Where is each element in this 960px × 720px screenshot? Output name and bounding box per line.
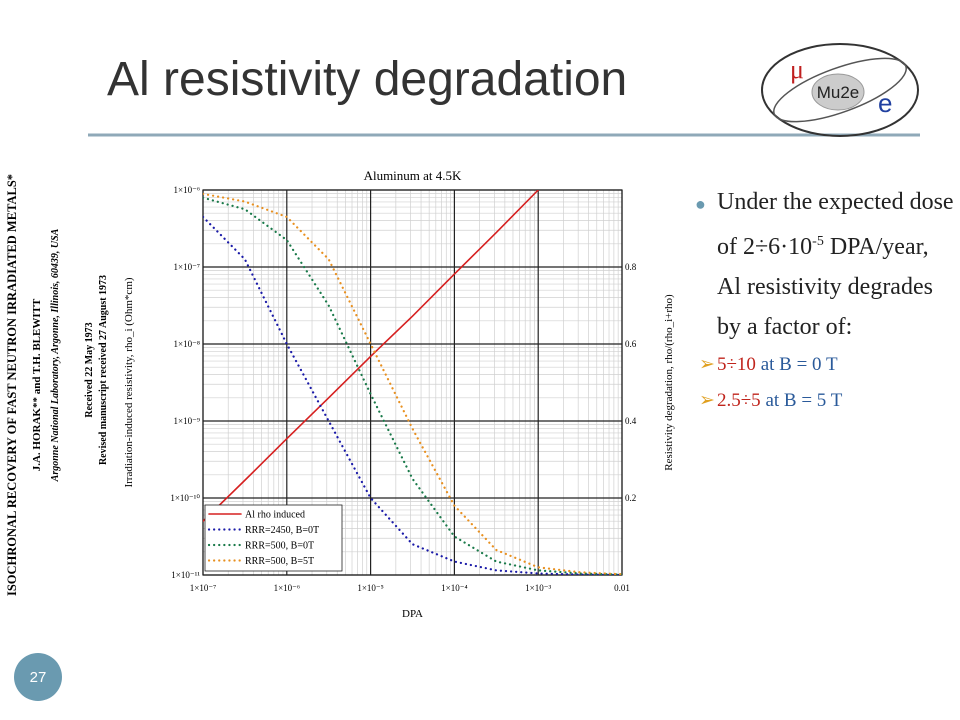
y-tick-label: 1×10⁻⁸ [174,339,200,349]
y-tick-label: 1×10⁻⁷ [174,262,200,272]
axis-label: Resistivity degradation, rho/(rho_i+rho) [663,294,675,471]
x-tick-label: 1×10⁻⁶ [274,583,300,593]
chart: Aluminum at 4.5K DPA Irradiation-induced r… [123,168,675,620]
logo-ring [761,43,919,137]
paper-revised: Revised manuscript received 27 August 19… [98,275,109,465]
series-line [203,215,622,575]
legend-box [204,504,343,572]
paper-affiliation: Argonne National Laboratory, Argonne, Il… [50,228,61,482]
series-line [203,192,622,575]
x-tick-label: 1×10⁻⁴ [441,583,467,593]
axis-label: Irradiation-induced resistivity, rho_i (… [123,277,135,487]
logo-ball [811,73,865,111]
axis-label: DPA [402,608,423,620]
page-number: 27 [30,669,47,686]
x-tick-label: 1×10⁻³ [525,583,551,593]
paper-title: ISOCHRONAL RECOVERY OF FAST NEUTRON IRRA… [5,174,19,596]
paper-authors: J.A. HORAK** and T.H. BLEWITT [31,298,43,471]
logo: μ Mu2e e [761,43,919,137]
legend-label: RRR=500, B=5T [245,556,314,567]
y2-tick-label: 0.2 [625,493,636,503]
axis-label: Aluminum at 4.5K [364,168,462,183]
bullet: ● Under the expected dose of 2÷6·10-5 DPA… [695,182,955,347]
plot-frame [202,189,623,576]
x-tick-label: 1×10⁻⁷ [190,583,216,593]
paper-header: ISOCHRONAL RECOVERY OF FAST NEUTRON IRRA… [5,174,109,596]
y-tick-label: 1×10⁻¹¹ [171,570,200,580]
factor: 5÷10 [717,354,756,375]
y2-tick-label: 0.4 [625,416,637,426]
y-tick-label: 1×10⁻¹⁰ [170,493,200,503]
bullet-dot: ● [695,194,706,214]
x-tick-label: 0.01 [614,583,630,593]
logo-name: Mu2e [817,83,860,102]
y2-tick-label: 0.6 [625,339,637,349]
arrow: ➢ [699,354,715,375]
bullet-sup: -5 [812,234,824,249]
y-tick-label: 1×10⁻⁹ [174,416,200,426]
y2-tick-label: 0.8 [625,262,637,272]
logo-orbit [773,57,907,123]
legend-label: Al rho induced [245,510,305,521]
condition: at B = 0 T [755,354,838,375]
factor: 2.5÷5 [717,390,761,411]
page-badge [14,653,62,701]
sub-bullet: ➢ 5÷10 at B = 0 T [695,347,955,383]
bullets: ● Under the expected dose of 2÷6·10-5 DPA… [695,182,955,419]
slide-title: Al resistivity degradation [107,53,628,106]
y-tick-label: 1×10⁻⁶ [174,185,200,195]
legend-label: RRR=500, B=0T [245,541,314,552]
logo-e: e [878,88,892,118]
series-line [203,190,539,522]
legend-label: RRR=2450, B=0T [245,525,319,536]
condition: at B = 5 T [760,390,843,411]
paper-received: Received 22 May 1973 [84,322,95,417]
bullet-text: DPA/year, Al resistivity degrades by a f… [717,234,933,340]
sub-bullet: ➢ 2.5÷5 at B = 5 T [695,383,955,419]
logo-mu: μ [790,55,804,84]
x-tick-label: 1×10⁻⁵ [357,583,383,593]
bullet-text: Under the expected dose of 2÷6·10 [717,189,954,260]
arrow: ➢ [699,390,715,411]
